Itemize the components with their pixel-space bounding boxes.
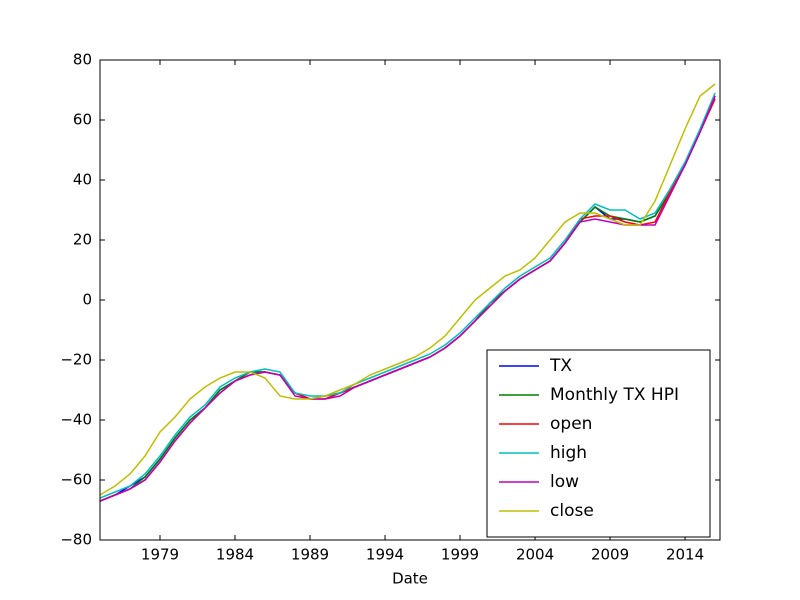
y-tick-label: −20 xyxy=(60,351,92,369)
y-tick-label: 0 xyxy=(82,291,92,309)
x-tick-label: 1989 xyxy=(291,546,329,564)
y-tick-label: 80 xyxy=(73,51,92,69)
y-tick-label: −80 xyxy=(60,531,92,549)
series-line xyxy=(100,92,716,499)
x-tick-label: 1979 xyxy=(141,546,179,564)
legend-label: TX xyxy=(549,356,572,376)
legend-label: close xyxy=(550,501,594,521)
legend-label: open xyxy=(550,414,592,434)
plot-frame xyxy=(99,59,721,541)
y-tick-label: −60 xyxy=(60,471,92,489)
x-tick-label: 2014 xyxy=(666,546,704,564)
x-tick-label: 2004 xyxy=(516,546,554,564)
x-tick-label: 2009 xyxy=(591,546,629,564)
legend: TX Monthly TX HPI open high low close xyxy=(486,349,711,538)
legend-box xyxy=(486,349,711,538)
x-tick-label: 1999 xyxy=(441,546,479,564)
y-tick-label: 60 xyxy=(73,111,92,129)
legend-label: low xyxy=(550,472,579,492)
x-tick-label: 1984 xyxy=(216,546,254,564)
y-tick-label: 40 xyxy=(73,171,92,189)
legend-label: Monthly TX HPI xyxy=(550,385,679,405)
x-tick-label: 1994 xyxy=(366,546,404,564)
x-axis-label: Date xyxy=(392,570,428,588)
y-tick-label: −40 xyxy=(60,411,92,429)
series-line xyxy=(100,95,716,502)
series-line xyxy=(100,83,716,496)
y-tick-label: 20 xyxy=(73,231,92,249)
legend-label: high xyxy=(550,443,587,463)
